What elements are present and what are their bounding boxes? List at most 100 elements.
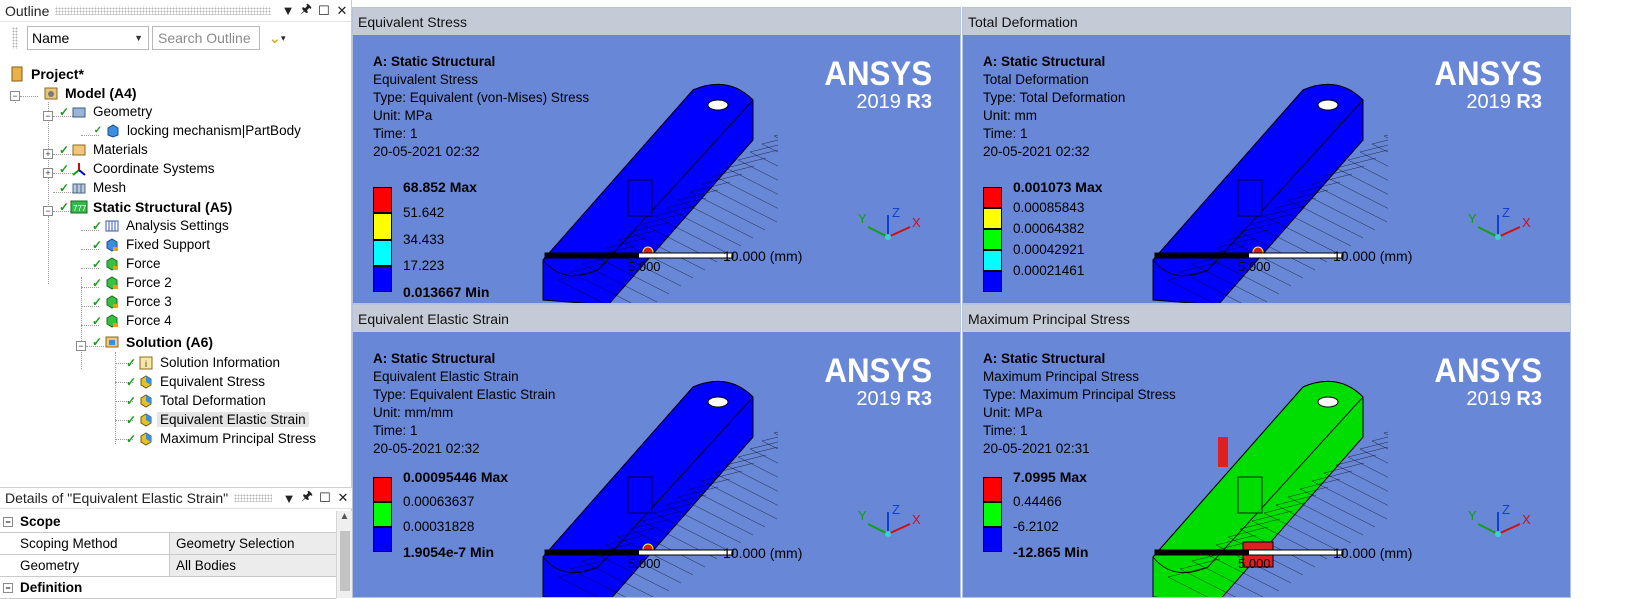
legend-label: 0.00031828 bbox=[403, 519, 475, 534]
result-unit: Unit: mm bbox=[983, 108, 1037, 123]
tree-item-fixed-support[interactable]: ✓ Fixed Support bbox=[91, 235, 213, 254]
axis-triad[interactable]: ZX Y bbox=[1468, 502, 1548, 552]
search-options-button[interactable]: ⌄ ▾ bbox=[268, 30, 286, 47]
tree-item-solution[interactable]: ✓ Solution (A6) bbox=[91, 332, 216, 351]
panel-menu-icon[interactable]: ▼ bbox=[282, 490, 296, 506]
tree-item-part[interactable]: ✓ locking mechanism|PartBody bbox=[92, 121, 304, 140]
legend-label: 0.00042921 bbox=[1013, 242, 1085, 257]
tree-item-project[interactable]: Project* bbox=[8, 64, 87, 83]
tree-item-coordinate-systems[interactable]: ✓ Coordinate Systems bbox=[58, 159, 218, 178]
tree-label: Total Deformation bbox=[160, 393, 266, 408]
outline-panel: Outline ▼ 🖈 ☐ ✕ Name ▼ Search Outline ⌄ ▾ bbox=[0, 0, 352, 599]
viewport-4[interactable]: Maximum Principal Stress A: Static Struct… bbox=[962, 304, 1571, 598]
pin-icon[interactable]: 🖈 bbox=[300, 488, 314, 503]
check-icon: ✓ bbox=[58, 199, 70, 214]
viewport-canvas[interactable]: A: Static Structural Equivalent Stress Typ… bbox=[353, 35, 960, 303]
project-book-icon bbox=[8, 66, 26, 82]
tree-item-maximum-principal-stress[interactable]: ✓ Maximum Principal Stress bbox=[125, 429, 319, 448]
panel-drag-grip[interactable] bbox=[55, 6, 271, 15]
property-value[interactable]: All Bodies bbox=[170, 555, 336, 576]
close-icon[interactable]: ✕ bbox=[336, 2, 348, 18]
collapse-icon[interactable]: − bbox=[3, 582, 13, 593]
legend-band bbox=[983, 250, 1002, 271]
check-icon: ✓ bbox=[125, 355, 137, 370]
search-input[interactable]: Search Outline bbox=[152, 26, 260, 50]
tree-label: Solution (A6) bbox=[126, 333, 214, 350]
tree-item-force-2[interactable]: ✓ Force 2 bbox=[91, 273, 175, 292]
part-body-icon bbox=[104, 123, 122, 139]
model-mesh[interactable] bbox=[538, 70, 778, 304]
tree-label: Project* bbox=[31, 65, 84, 82]
maximize-icon[interactable]: ☐ bbox=[318, 2, 330, 18]
collapse-solution-button[interactable]: − bbox=[76, 341, 86, 351]
details-group-definition[interactable]: − Definition bbox=[0, 577, 336, 599]
check-icon: ✓ bbox=[58, 142, 70, 157]
tree-item-equivalent-stress[interactable]: ✓ Equivalent Stress bbox=[125, 372, 268, 391]
tree-item-static-structural[interactable]: ✓ 777 Static Structural (A5) bbox=[58, 197, 235, 216]
viewport-1[interactable]: Equivalent Stress A: Static Structural Equ… bbox=[352, 7, 961, 304]
collapse-static-structural-button[interactable]: − bbox=[43, 206, 53, 216]
axis-triad[interactable]: ZX Y bbox=[1468, 205, 1548, 255]
property-value[interactable]: Geometry Selection bbox=[170, 533, 336, 554]
viewport-3[interactable]: Equivalent Elastic Strain A: Static Struc… bbox=[352, 304, 961, 598]
tree-item-total-deformation[interactable]: ✓ Total Deformation bbox=[125, 391, 269, 410]
tree-item-mesh[interactable]: ✓ Mesh bbox=[58, 178, 129, 197]
collapse-model-button[interactable]: − bbox=[10, 91, 20, 101]
tree-item-equivalent-elastic-strain[interactable]: ✓ Equivalent Elastic Strain bbox=[125, 410, 309, 429]
collapse-icon[interactable]: − bbox=[3, 516, 13, 527]
tree-item-force-4[interactable]: ✓ Force 4 bbox=[91, 311, 175, 330]
viewport-title-text: Equivalent Stress bbox=[358, 13, 467, 30]
viewport-title: Maximum Principal Stress bbox=[963, 305, 1570, 332]
pin-icon[interactable]: 🖈 bbox=[299, 0, 313, 16]
legend-label: -12.865 Min bbox=[1013, 544, 1089, 560]
svg-text:Y: Y bbox=[1468, 508, 1477, 523]
group-label: Scope bbox=[20, 514, 61, 529]
result-type: Type: Equivalent Elastic Strain bbox=[373, 387, 556, 402]
tree-item-geometry[interactable]: ✓ Geometry bbox=[58, 102, 155, 121]
scrollbar-thumb[interactable] bbox=[340, 531, 350, 591]
check-icon: ✓ bbox=[91, 294, 103, 309]
tree-item-force[interactable]: ✓ Force bbox=[91, 254, 164, 273]
viewport-canvas[interactable]: A: Static Structural Maximum Principal St… bbox=[963, 332, 1570, 597]
model-mesh[interactable] bbox=[538, 367, 778, 598]
maximize-icon[interactable]: ☐ bbox=[319, 490, 331, 505]
analysis-name: A: Static Structural bbox=[983, 351, 1106, 366]
viewport-canvas[interactable]: A: Static Structural Total Deformation Typ… bbox=[963, 35, 1570, 303]
property-name: Scoping Method bbox=[16, 533, 170, 554]
legend-band bbox=[373, 477, 392, 502]
collapse-geometry-button[interactable]: − bbox=[43, 111, 53, 121]
check-icon: ✓ bbox=[91, 218, 103, 233]
close-icon[interactable]: ✕ bbox=[337, 490, 349, 505]
scroll-up-icon[interactable]: ▲ bbox=[339, 511, 350, 522]
tree-label: Analysis Settings bbox=[126, 218, 229, 233]
viewport-canvas[interactable]: A: Static Structural Equivalent Elastic S… bbox=[353, 332, 960, 597]
expand-materials-button[interactable]: + bbox=[43, 149, 53, 159]
tree-item-solution-information[interactable]: ✓ i Solution Information bbox=[125, 353, 283, 372]
viewport-2[interactable]: Total Deformation A: Static Structural Tot… bbox=[962, 7, 1571, 304]
model-mesh[interactable] bbox=[1148, 367, 1388, 598]
details-group-scope[interactable]: − Scope bbox=[0, 511, 336, 533]
axis-triad[interactable]: ZX Y bbox=[858, 205, 938, 255]
result-icon bbox=[137, 412, 155, 428]
toolbar-grip[interactable] bbox=[12, 27, 18, 49]
tree-item-force-3[interactable]: ✓ Force 3 bbox=[91, 292, 175, 311]
panel-drag-grip[interactable] bbox=[234, 494, 272, 502]
filter-combo[interactable]: Name ▼ bbox=[27, 26, 149, 50]
model-mesh[interactable] bbox=[1148, 70, 1388, 304]
mesh-icon bbox=[70, 180, 88, 196]
svg-text:X: X bbox=[1522, 512, 1531, 527]
expand-coordinate-systems-button[interactable]: + bbox=[43, 168, 53, 178]
panel-menu-icon[interactable]: ▼ bbox=[281, 3, 295, 18]
scale-label: 10.000 (mm) bbox=[723, 545, 803, 561]
result-time: Time: 1 bbox=[373, 126, 418, 141]
scale-mid-label: 5.000 bbox=[1238, 259, 1271, 274]
tree-item-materials[interactable]: ✓ Materials bbox=[58, 140, 151, 159]
tree-item-analysis-settings[interactable]: ✓ Analysis Settings bbox=[91, 216, 232, 235]
axis-triad[interactable]: ZX Y bbox=[858, 502, 938, 552]
result-name: Equivalent Elastic Strain bbox=[373, 369, 519, 384]
tree-item-model[interactable]: Model (A4) bbox=[42, 83, 140, 102]
analysis-name: A: Static Structural bbox=[373, 54, 496, 69]
details-scrollbar[interactable]: ▲ bbox=[336, 511, 352, 598]
check-icon: ✓ bbox=[58, 104, 70, 119]
tree-label: Fixed Support bbox=[126, 237, 211, 252]
